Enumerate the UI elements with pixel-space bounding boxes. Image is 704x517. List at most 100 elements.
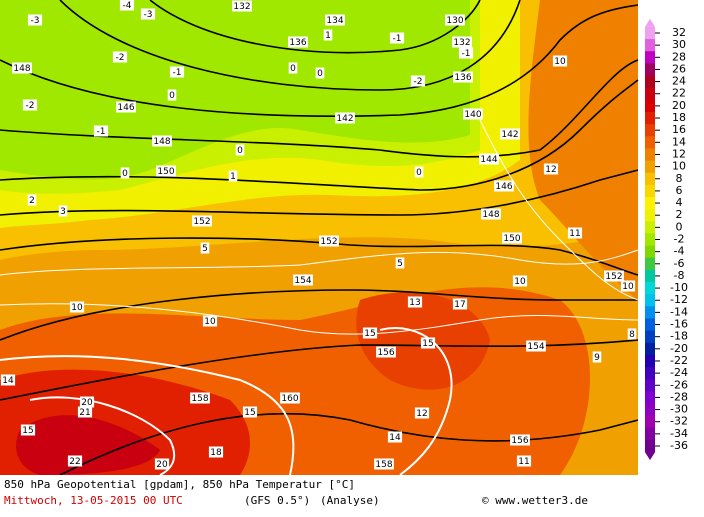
map-label: 148 (13, 64, 30, 74)
map-label: 1 (325, 31, 331, 41)
legend-label: 2 (676, 208, 683, 221)
map-label: 11 (518, 457, 529, 467)
legend-swatch (645, 221, 655, 234)
map-label-box (362, 327, 378, 339)
legend-label: 6 (676, 184, 683, 197)
legend-arrow-top (645, 18, 655, 27)
map-label-box (293, 274, 313, 286)
map-label: 15 (22, 426, 33, 436)
legend-swatch (645, 257, 655, 271)
legend-label: 0 (676, 220, 683, 233)
map-label: 0 (416, 168, 422, 178)
map-label-box (479, 153, 499, 165)
map-label: 9 (594, 353, 600, 363)
map-label-box (414, 166, 424, 178)
legend-swatch (645, 39, 655, 52)
legend-label: -6 (674, 257, 685, 270)
contour (29, 396, 176, 476)
map-label-box (414, 407, 430, 419)
map-label-box (202, 315, 218, 327)
legend-swatch (645, 367, 655, 380)
legend-label: 8 (676, 172, 683, 185)
map-label: -1 (97, 127, 106, 137)
map-label-box (315, 67, 325, 79)
map-label: 8 (629, 330, 635, 340)
map-label: 0 (169, 91, 175, 101)
map-label-box (242, 406, 258, 418)
map-label: 18 (210, 448, 222, 458)
map-label-box (192, 215, 212, 227)
map-label: 142 (336, 114, 353, 124)
map-label-box (323, 29, 333, 41)
map-label: -1 (173, 68, 182, 78)
map-label-box (208, 446, 224, 458)
map-label-box (502, 232, 522, 244)
map-label-box (592, 351, 602, 363)
map-label-box (512, 275, 528, 287)
contour (0, 303, 639, 335)
map-label: 20 (81, 398, 93, 408)
map-label-box (319, 235, 339, 247)
map-label-box (169, 66, 185, 78)
map-label: 158 (191, 394, 208, 404)
footer-title: 850 hPa Geopotential [gpdam], 850 hPa Te… (4, 478, 355, 491)
map-label: 148 (482, 210, 499, 220)
map-label: 146 (117, 103, 134, 113)
map-label: 21 (79, 408, 90, 418)
map-label-box (12, 62, 32, 74)
map-label-box (167, 89, 177, 101)
map-label-box (604, 270, 624, 282)
legend-label: -8 (674, 269, 685, 282)
map-label: 14 (2, 376, 14, 386)
legend-swatch (645, 111, 655, 125)
map-label-box (27, 194, 37, 206)
map-label-box (280, 392, 300, 404)
map-label: 156 (377, 348, 394, 358)
map-label: 156 (511, 436, 528, 446)
legend-swatch (645, 318, 655, 332)
map-label: 136 (289, 38, 306, 48)
legend-label: -22 (670, 354, 688, 367)
map-label-box (420, 337, 436, 349)
map-label: 11 (569, 229, 580, 239)
contour (0, 4, 639, 117)
legend-swatch (645, 294, 655, 307)
footer-credit: © www.wetter3.de (482, 494, 588, 507)
map-label-box (620, 280, 636, 292)
map-label-box (58, 205, 68, 217)
map-label-box (376, 346, 396, 358)
map-label: -3 (144, 10, 153, 20)
map-label: 0 (122, 169, 128, 179)
map-label: 0 (317, 69, 323, 79)
map-label: -1 (393, 34, 402, 44)
legend-label: 32 (672, 26, 686, 39)
map-label: 3 (60, 207, 66, 217)
map-label-box (407, 296, 423, 308)
map-label-box (120, 167, 130, 179)
map-label-box (154, 458, 170, 470)
map-label-box (510, 434, 530, 446)
color-legend: 32302826242220181614121086420-2-4-6-8-10… (645, 18, 688, 461)
legend-label: 18 (672, 111, 686, 124)
legend-label: 16 (672, 123, 686, 136)
legend-swatch (645, 63, 655, 77)
legend-label: -30 (670, 403, 688, 416)
map-label: -4 (123, 1, 132, 11)
legend-label: 30 (672, 38, 686, 51)
map-label: 152 (605, 272, 622, 282)
map-label-box (288, 36, 308, 48)
legend-label: -36 (670, 439, 688, 452)
contour (0, 169, 639, 216)
map-label-box (235, 144, 245, 156)
contour (0, 249, 639, 276)
legend-swatch (645, 160, 655, 174)
map-label-box (69, 301, 85, 313)
legend-label: -16 (670, 318, 688, 331)
map-label-box (567, 227, 583, 239)
map-label-box (410, 75, 426, 87)
legend-swatch (645, 269, 655, 283)
legend-swatch (645, 245, 655, 259)
map-label: 17 (454, 300, 465, 310)
zone-east (528, 0, 638, 300)
legend-swatch (645, 403, 655, 417)
